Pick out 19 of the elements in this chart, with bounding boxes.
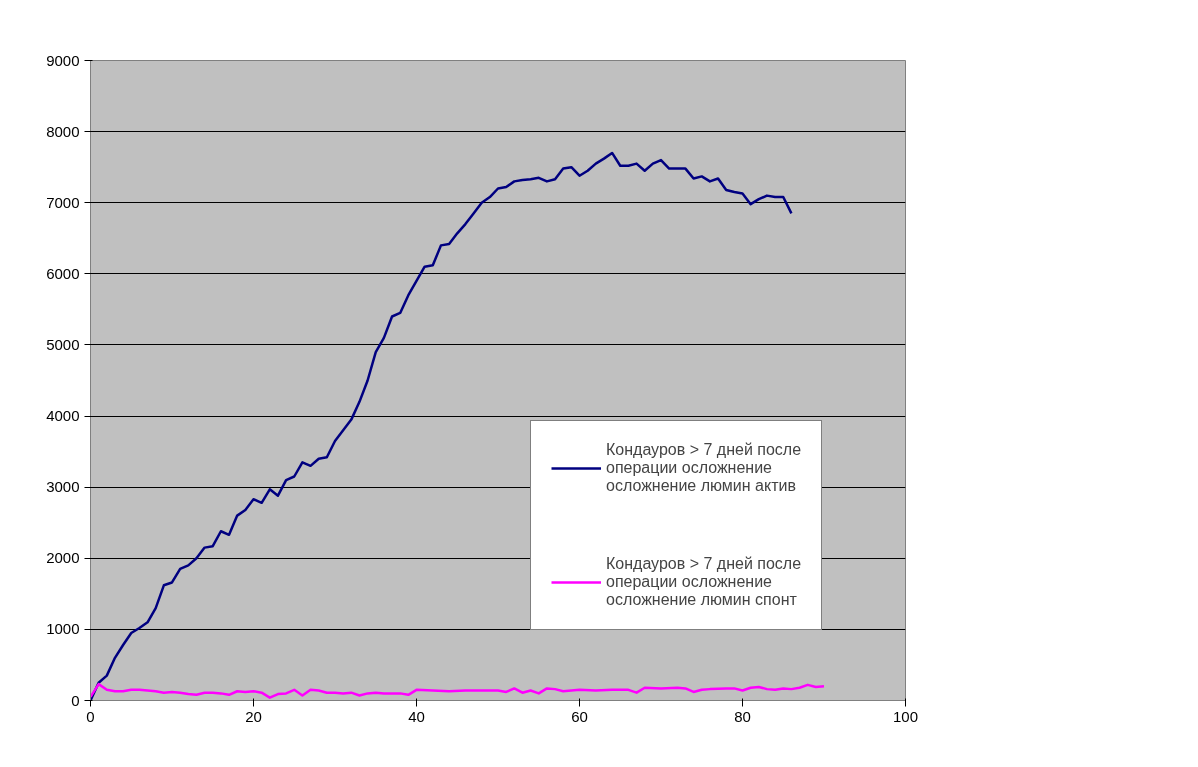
- y-tick-label: 0: [71, 691, 80, 709]
- y-tick-label: 7000: [46, 193, 80, 211]
- line-series: [90, 682, 826, 699]
- x-tick-label: 100: [892, 707, 919, 725]
- legend-label: Кондауров > 7 дней после операции осложнение осложнение люмин актив: [606, 441, 802, 495]
- x-tick-label: 20: [245, 707, 262, 725]
- x-tick-label: 40: [408, 707, 425, 725]
- y-tick-label: 4000: [46, 407, 80, 425]
- y-tick-label: 2000: [46, 549, 80, 567]
- x-tick-label: 0: [86, 707, 95, 725]
- y-tick-label: 6000: [46, 264, 80, 282]
- x-tick-label: 80: [734, 707, 751, 725]
- y-tick-label: 5000: [46, 335, 80, 353]
- y-tick-label: 3000: [46, 478, 80, 496]
- legend-label: Кондауров > 7 дней после операции осложнение осложнение люмин спонт: [606, 555, 802, 609]
- y-tick-label: 1000: [46, 620, 80, 638]
- y-tick-label: 9000: [46, 51, 80, 69]
- x-tick-label: 60: [571, 707, 588, 725]
- y-tick-label: 8000: [46, 122, 80, 140]
